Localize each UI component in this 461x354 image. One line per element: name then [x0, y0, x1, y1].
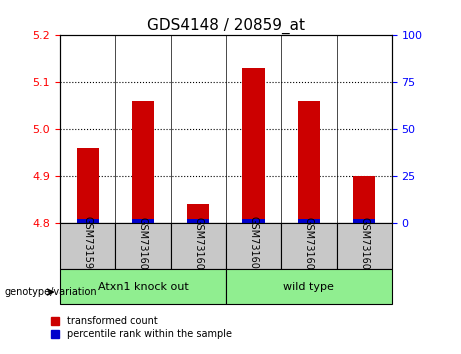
Bar	[242, 68, 265, 223]
Text: GSM731603: GSM731603	[304, 217, 314, 275]
Bar	[132, 219, 154, 223]
Bar	[187, 204, 209, 223]
FancyBboxPatch shape	[337, 223, 392, 269]
Title: GDS4148 / 20859_at: GDS4148 / 20859_at	[147, 18, 305, 34]
Bar	[298, 101, 320, 223]
FancyBboxPatch shape	[115, 223, 171, 269]
Bar	[353, 219, 375, 223]
Bar	[298, 219, 320, 223]
Text: GSM731602: GSM731602	[248, 216, 259, 276]
Text: GSM731599: GSM731599	[83, 216, 93, 276]
FancyBboxPatch shape	[226, 223, 281, 269]
FancyBboxPatch shape	[281, 223, 337, 269]
Text: GSM731601: GSM731601	[193, 217, 203, 275]
Bar	[242, 219, 265, 223]
Bar	[77, 219, 99, 223]
FancyBboxPatch shape	[60, 269, 226, 304]
FancyBboxPatch shape	[226, 269, 392, 304]
Bar	[353, 176, 375, 223]
Text: genotype/variation: genotype/variation	[5, 287, 97, 297]
Bar	[187, 219, 209, 223]
Text: wild type: wild type	[284, 282, 334, 292]
Legend: transformed count, percentile rank within the sample: transformed count, percentile rank withi…	[51, 316, 231, 339]
Bar	[77, 148, 99, 223]
Text: GSM731600: GSM731600	[138, 217, 148, 275]
Text: GSM731604: GSM731604	[359, 217, 369, 275]
FancyBboxPatch shape	[60, 223, 115, 269]
Text: Atxn1 knock out: Atxn1 knock out	[98, 282, 188, 292]
Bar	[132, 101, 154, 223]
FancyBboxPatch shape	[171, 223, 226, 269]
